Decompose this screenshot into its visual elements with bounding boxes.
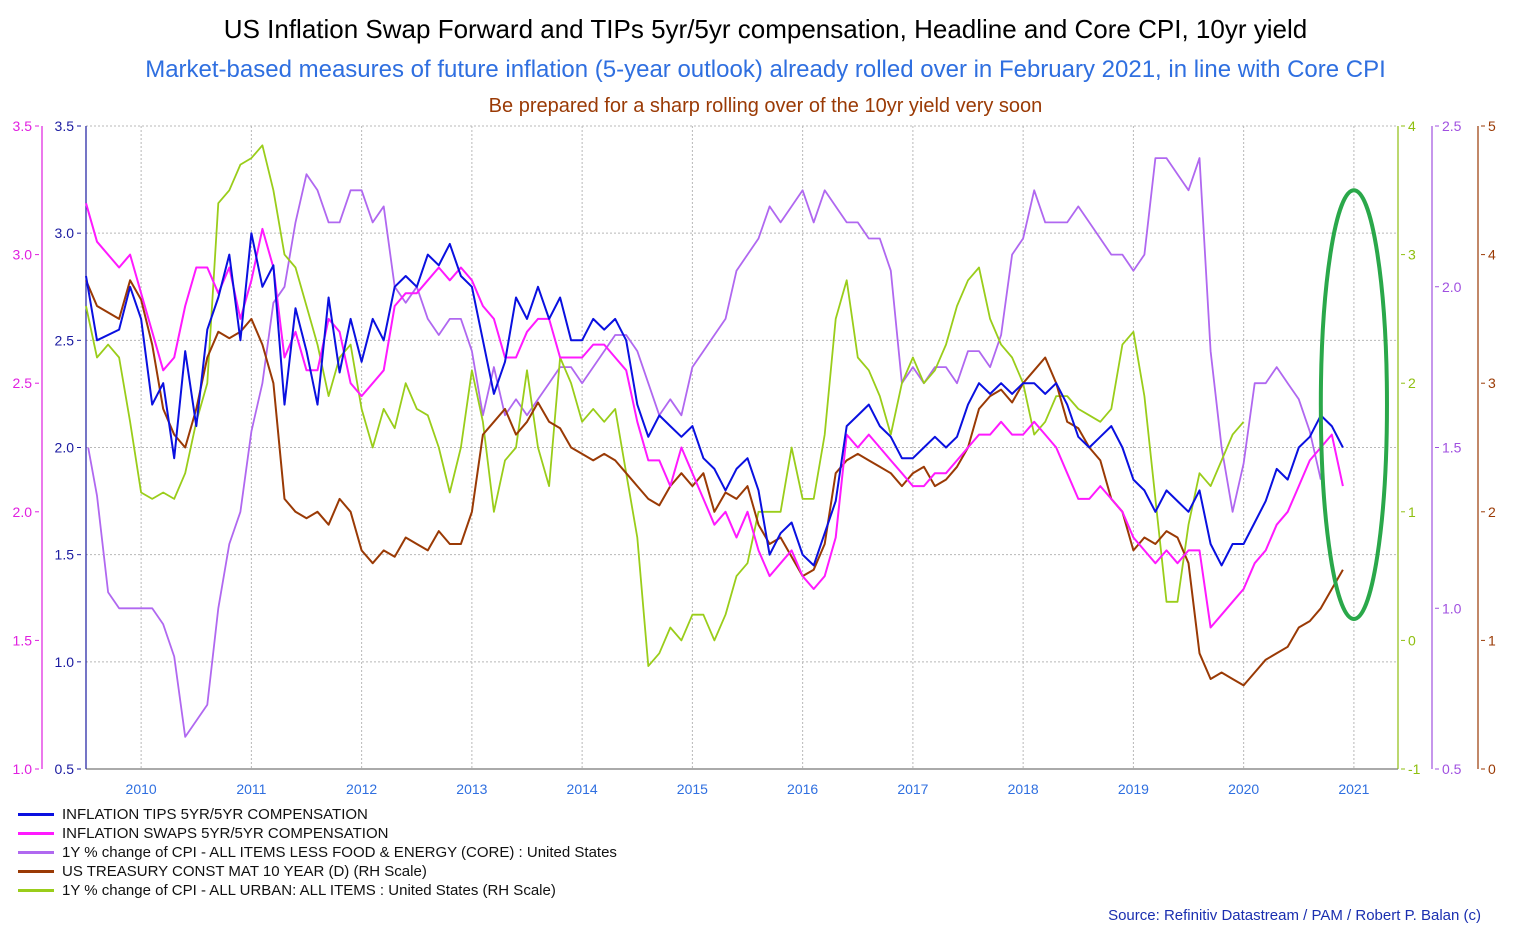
x-tick-label: 2013 bbox=[456, 781, 487, 797]
legend-swatch bbox=[18, 832, 54, 835]
left-inner-tick-label: 3.5 bbox=[55, 118, 75, 134]
left-inner-tick-label: 2.0 bbox=[55, 440, 75, 456]
chart-subtitle-2: Be prepared for a sharp rolling over of … bbox=[488, 95, 1043, 117]
left-outer-tick-label: 3.5 bbox=[13, 118, 33, 134]
legend-swatch bbox=[18, 813, 54, 816]
legend-entry: 1Y % change of CPI - ALL ITEMS LESS FOOD… bbox=[18, 843, 617, 862]
x-tick-label: 2010 bbox=[126, 781, 157, 797]
left-inner-tick-label: 1.5 bbox=[55, 547, 75, 563]
legend-label: 1Y % change of CPI - ALL URBAN: ALL ITEM… bbox=[62, 882, 556, 899]
right-green-tick-label: 2 bbox=[1408, 375, 1416, 391]
right-purple-tick-label: 2.0 bbox=[1442, 279, 1462, 295]
right-green-tick-label: 3 bbox=[1408, 247, 1416, 263]
left-outer-tick-label: 3.0 bbox=[13, 247, 33, 263]
series-line bbox=[85, 202, 1344, 629]
x-tick-label: 2018 bbox=[1008, 781, 1039, 797]
x-tick-label: 2020 bbox=[1228, 781, 1259, 797]
left-inner-tick-label: 0.5 bbox=[55, 761, 75, 777]
legend-entry: 1Y % change of CPI - ALL URBAN: ALL ITEM… bbox=[18, 881, 617, 900]
right-brown-tick-label: 1 bbox=[1488, 632, 1496, 648]
chart-legend: INFLATION TIPS 5YR/5YR COMPENSATION INFLA… bbox=[18, 805, 617, 900]
legend-swatch bbox=[18, 889, 54, 892]
right-brown-tick-label: 4 bbox=[1488, 247, 1496, 263]
left-inner-tick-label: 3.0 bbox=[55, 225, 75, 241]
series-line bbox=[85, 279, 1344, 687]
right-purple-tick-label: 1.0 bbox=[1442, 600, 1462, 616]
legend-label: 1Y % change of CPI - ALL ITEMS LESS FOOD… bbox=[62, 844, 617, 861]
right-green-tick-label: -1 bbox=[1408, 761, 1421, 777]
right-brown-tick-label: 2 bbox=[1488, 504, 1496, 520]
right-purple-tick-label: 1.5 bbox=[1442, 440, 1462, 456]
right-brown-tick-label: 3 bbox=[1488, 375, 1496, 391]
right-green-tick-label: 4 bbox=[1408, 118, 1416, 134]
series-line bbox=[87, 157, 1322, 738]
right-purple-tick-label: 2.5 bbox=[1442, 118, 1462, 134]
left-inner-tick-label: 2.5 bbox=[55, 332, 75, 348]
chart-subtitle: Market-based measures of future inflatio… bbox=[145, 56, 1386, 83]
series-line bbox=[85, 144, 1245, 667]
right-purple-tick-label: 0.5 bbox=[1442, 761, 1462, 777]
legend-label: US TREASURY CONST MAT 10 YEAR (D) (RH Sc… bbox=[62, 863, 427, 880]
x-tick-label: 2016 bbox=[787, 781, 818, 797]
x-tick-label: 2011 bbox=[236, 781, 266, 797]
x-tick-label: 2014 bbox=[567, 781, 598, 797]
left-outer-tick-label: 2.5 bbox=[13, 375, 33, 391]
x-tick-label: 2019 bbox=[1118, 781, 1149, 797]
x-tick-label: 2021 bbox=[1338, 781, 1369, 797]
right-brown-tick-label: 0 bbox=[1488, 761, 1496, 777]
legend-label: INFLATION SWAPS 5YR/5YR COMPENSATION bbox=[62, 825, 389, 842]
source-note: Source: Refinitiv Datastream / PAM / Rob… bbox=[1108, 907, 1481, 924]
left-outer-tick-label: 2.0 bbox=[13, 504, 33, 520]
left-outer-tick-label: 1.0 bbox=[13, 761, 33, 777]
legend-entry: INFLATION SWAPS 5YR/5YR COMPENSATION bbox=[18, 824, 617, 843]
legend-label: INFLATION TIPS 5YR/5YR COMPENSATION bbox=[62, 806, 368, 823]
legend-entry: US TREASURY CONST MAT 10 YEAR (D) (RH Sc… bbox=[18, 862, 617, 881]
legend-swatch bbox=[18, 851, 54, 854]
x-tick-label: 2012 bbox=[346, 781, 377, 797]
right-brown-tick-label: 5 bbox=[1488, 118, 1496, 134]
right-green-tick-label: 0 bbox=[1408, 632, 1416, 648]
x-tick-label: 2017 bbox=[897, 781, 928, 797]
left-outer-tick-label: 1.5 bbox=[13, 632, 33, 648]
highlight-ellipse bbox=[1318, 188, 1389, 621]
legend-entry: INFLATION TIPS 5YR/5YR COMPENSATION bbox=[18, 805, 617, 824]
right-green-tick-label: 1 bbox=[1408, 504, 1416, 520]
chart-title: US Inflation Swap Forward and TIPs 5yr/5… bbox=[223, 14, 1308, 44]
series-line bbox=[85, 232, 1344, 567]
legend-swatch bbox=[18, 870, 54, 873]
left-inner-tick-label: 1.0 bbox=[55, 654, 75, 670]
x-tick-label: 2015 bbox=[677, 781, 708, 797]
